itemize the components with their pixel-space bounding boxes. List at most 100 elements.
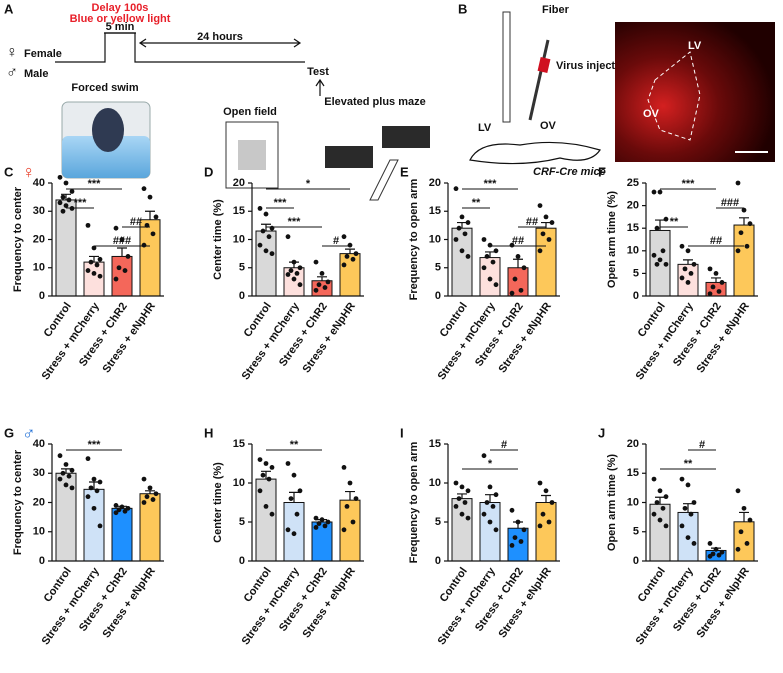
- data-point: [691, 541, 697, 546]
- data-point: [735, 248, 741, 254]
- error-bar: [739, 511, 749, 522]
- data-point: [269, 251, 275, 257]
- fiber: [502, 11, 511, 123]
- data-point: [57, 476, 63, 482]
- data-point: [341, 234, 347, 240]
- error-bar: [457, 493, 467, 499]
- data-point: [69, 189, 75, 194]
- data-point: [713, 271, 719, 276]
- data-point: [113, 510, 119, 516]
- y-tick-label: 5: [435, 516, 441, 528]
- bar: [283, 267, 305, 297]
- data-point: [122, 268, 128, 273]
- data-point: [91, 271, 97, 276]
- data-point: [682, 505, 688, 511]
- data-point: [685, 535, 691, 540]
- data-point: [94, 262, 100, 268]
- data-point: [116, 507, 122, 513]
- data-point: [540, 511, 546, 517]
- y-tick-label: 5: [239, 262, 245, 274]
- data-point: [263, 248, 269, 254]
- y-tick-label: 10: [627, 496, 639, 508]
- data-point: [707, 541, 713, 546]
- open-field-center: [238, 140, 266, 170]
- data-point: [341, 527, 347, 533]
- delay-label: Delay 100s: [92, 2, 149, 14]
- y-axis-label: Center time (%): [212, 462, 224, 543]
- error-bar: [541, 494, 551, 503]
- data-point: [85, 494, 91, 500]
- data-point: [543, 488, 549, 494]
- female-label: Female: [24, 48, 62, 60]
- y-tick-label: 20: [627, 438, 639, 450]
- data-point: [150, 231, 156, 237]
- data-point: [316, 521, 322, 526]
- data-point: [291, 472, 297, 478]
- data-point: [456, 496, 462, 501]
- data-point: [319, 271, 325, 276]
- y-tick-label: 25: [627, 177, 639, 189]
- data-point: [57, 174, 63, 180]
- bar: [83, 261, 105, 297]
- panel-a: A Delay 100s Blue or yellow light 5 min …: [4, 1, 430, 201]
- significance-label: *: [306, 178, 311, 190]
- y-tick-label: 10: [627, 245, 639, 257]
- panel-letter: G: [4, 425, 14, 440]
- bar: [55, 199, 77, 297]
- data-point: [685, 248, 691, 254]
- data-point: [353, 496, 359, 501]
- image-ov-label: OV: [643, 108, 660, 120]
- data-point: [719, 549, 725, 555]
- error-bar: [145, 210, 155, 220]
- y-tick-label: 20: [429, 177, 441, 189]
- data-point: [257, 457, 263, 462]
- data-point: [651, 189, 657, 195]
- data-point: [263, 504, 269, 509]
- data-point: [744, 243, 750, 249]
- data-point: [456, 225, 462, 231]
- data-point: [294, 271, 300, 276]
- data-point: [322, 285, 328, 290]
- data-point: [153, 491, 159, 497]
- error-bar: [345, 490, 355, 501]
- data-point: [63, 180, 69, 186]
- error-bar: [683, 503, 693, 513]
- error-bar: [61, 468, 71, 474]
- data-point: [663, 261, 669, 267]
- data-point: [719, 280, 725, 285]
- data-point: [122, 508, 128, 514]
- data-point: [713, 546, 719, 552]
- data-point: [490, 259, 496, 265]
- data-point: [453, 237, 459, 242]
- y-tick-label: 0: [633, 290, 639, 302]
- panel-letter: J: [598, 425, 605, 440]
- significance-label: ##: [130, 216, 142, 228]
- data-point: [651, 476, 657, 482]
- y-tick-label: 15: [627, 467, 639, 479]
- data-point: [269, 465, 275, 470]
- panel-letter: D: [204, 164, 213, 179]
- data-point: [147, 194, 153, 200]
- y-tick-label: 30: [33, 205, 45, 217]
- data-point: [741, 207, 747, 213]
- data-point: [747, 517, 753, 523]
- data-point: [69, 485, 75, 491]
- data-point: [493, 492, 499, 498]
- significance-label: ***: [274, 197, 288, 209]
- data-point: [297, 488, 303, 494]
- bar: [111, 255, 133, 297]
- data-point: [546, 519, 552, 525]
- data-point: [660, 505, 666, 511]
- histology-image: [615, 22, 775, 162]
- y-tick-label: 10: [33, 526, 45, 538]
- significance-label: #: [501, 439, 507, 451]
- data-point: [60, 208, 66, 214]
- interval-label: 24 hours: [197, 31, 243, 43]
- significance-label: ###: [113, 235, 131, 247]
- data-point: [322, 523, 328, 529]
- bar: [733, 224, 755, 297]
- significance-label: ***: [88, 439, 102, 451]
- data-point: [257, 242, 263, 248]
- data-point: [116, 265, 122, 271]
- significance-label: ##: [710, 235, 722, 247]
